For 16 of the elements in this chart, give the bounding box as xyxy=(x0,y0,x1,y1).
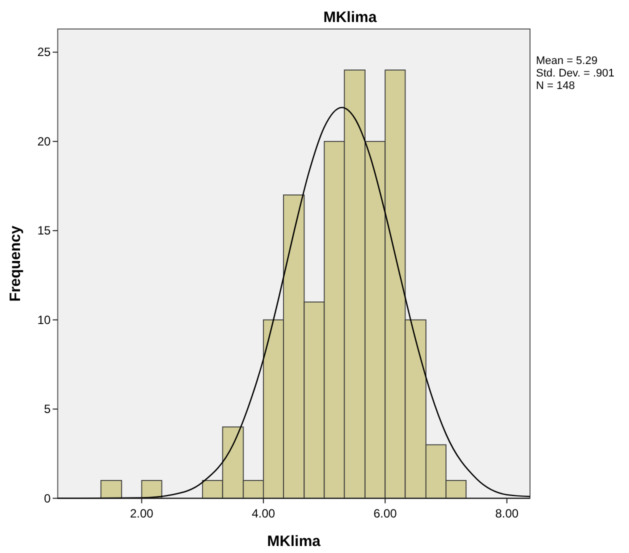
y-tick-label: 20 xyxy=(37,134,52,148)
y-tick-label: 0 xyxy=(44,491,52,506)
text: Std. Dev. = .901 xyxy=(536,68,614,80)
x-axis-title: MKlima xyxy=(267,533,322,550)
text: N = 148 xyxy=(536,80,575,92)
y-tick-label: 25 xyxy=(37,45,52,60)
text: Mean = 5.29 xyxy=(536,55,598,67)
x-tick-label: 6.00 xyxy=(373,506,398,520)
y-tick-label: 10 xyxy=(37,312,52,327)
y-tick-label: 5 xyxy=(44,402,52,416)
x-tick-label: 4.00 xyxy=(252,506,276,520)
x-tick-label: 2.00 xyxy=(130,506,154,520)
y-tick-label: 15 xyxy=(37,224,52,238)
chart-title: MKlima xyxy=(323,9,378,26)
y-axis-title: Frequency xyxy=(7,225,24,302)
x-tick-label: 8.00 xyxy=(495,506,519,520)
